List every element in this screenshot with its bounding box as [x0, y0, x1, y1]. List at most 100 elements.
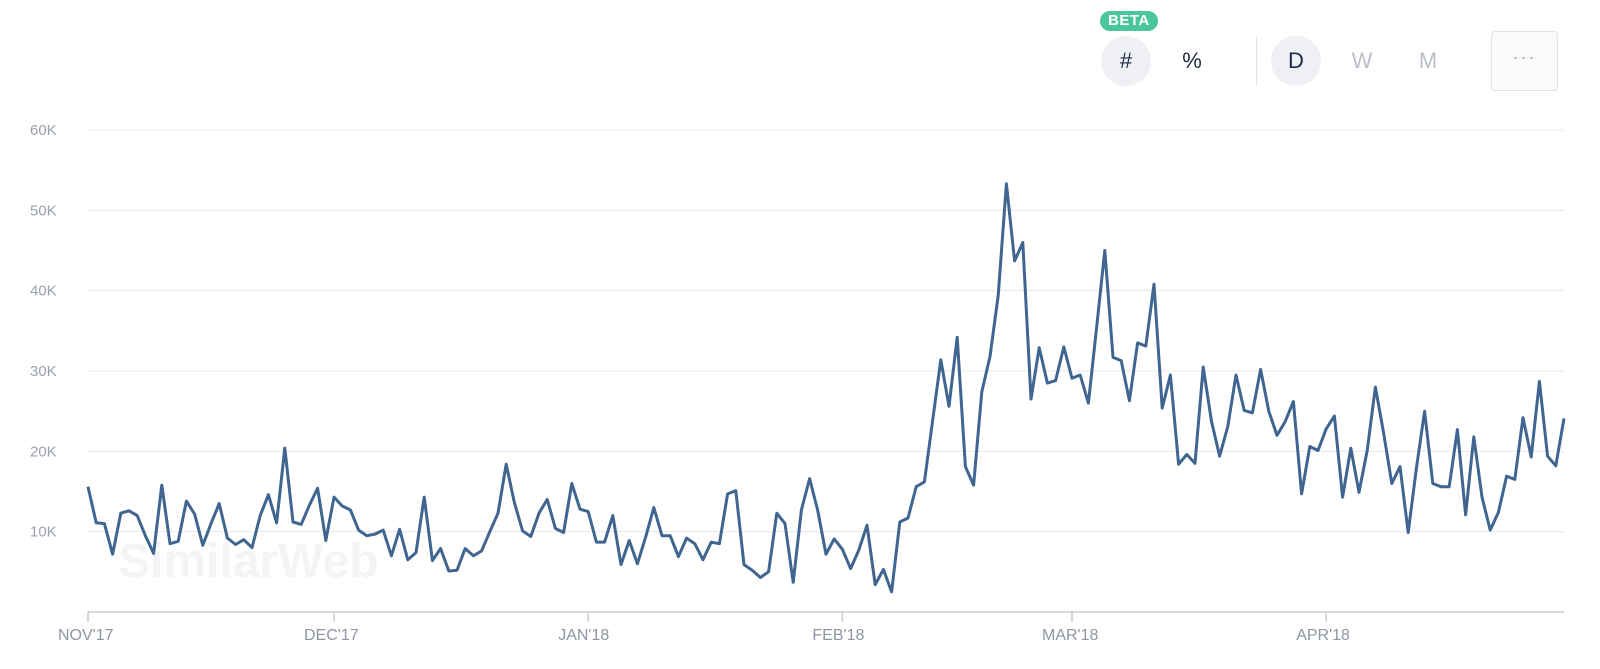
data-point: [1275, 433, 1279, 437]
data-point: [283, 446, 287, 450]
data-point: [422, 495, 426, 499]
data-point: [488, 530, 492, 534]
data-point: [701, 558, 705, 562]
data-point: [832, 537, 836, 541]
data-point: [496, 511, 500, 515]
data-point: [143, 534, 147, 538]
data-point: [931, 419, 935, 423]
data-point: [1521, 416, 1525, 420]
data-point: [529, 535, 533, 539]
data-point: [389, 554, 393, 558]
data-point: [340, 504, 344, 508]
percent-toggle[interactable]: %: [1182, 48, 1202, 73]
data-point: [1357, 490, 1361, 494]
data-point: [1144, 344, 1148, 348]
data-point: [1119, 359, 1123, 363]
data-point: [1127, 399, 1131, 403]
data-point: [652, 506, 656, 510]
beta-badge: BETA: [1100, 11, 1158, 31]
data-point: [193, 512, 197, 516]
data-point: [553, 527, 557, 531]
data-point: [111, 552, 115, 556]
data-point: [865, 523, 869, 527]
data-point: [726, 492, 730, 496]
y-axis-ticks: 10K 20K 30K 40K 50K 60K: [30, 122, 57, 541]
data-point: [1496, 510, 1500, 514]
data-point: [972, 483, 976, 487]
y-tick-label: 60K: [30, 122, 57, 139]
data-point: [406, 558, 410, 562]
y-tick-label: 10K: [30, 524, 57, 541]
grid-layer: [88, 129, 1564, 533]
more-options-button[interactable]: ···: [1491, 31, 1558, 91]
data-point: [1562, 416, 1566, 420]
data-point: [767, 570, 771, 574]
data-point: [102, 522, 106, 526]
data-point: [135, 514, 139, 518]
data-point: [1447, 485, 1451, 489]
data-point: [1029, 397, 1033, 401]
data-point: [373, 532, 377, 536]
data-point: [1152, 282, 1156, 286]
data-point: [988, 355, 992, 359]
daily-granularity-button[interactable]: D: [1271, 36, 1321, 86]
data-point: [603, 540, 607, 544]
data-point: [750, 568, 754, 572]
data-point: [1201, 365, 1205, 369]
data-point: [266, 493, 270, 497]
data-point: [849, 567, 853, 571]
data-point: [1168, 373, 1172, 377]
data-point: [1382, 431, 1386, 435]
y-tick-label: 20K: [30, 443, 57, 460]
data-point: [86, 485, 90, 489]
data-point: [119, 511, 123, 515]
data-point: [1316, 449, 1320, 453]
data-point: [365, 534, 369, 538]
data-point: [963, 465, 967, 469]
data-point: [1505, 474, 1509, 478]
data-point: [455, 568, 459, 572]
data-point: [1095, 326, 1099, 330]
data-point: [947, 404, 951, 408]
y-tick-label: 30K: [30, 363, 57, 380]
series-line: [86, 182, 1566, 594]
data-point: [275, 521, 279, 525]
weekly-granularity-button[interactable]: W: [1351, 48, 1373, 73]
data-point: [709, 540, 713, 544]
data-point: [783, 522, 787, 526]
data-point: [357, 528, 361, 532]
toolbar-divider: [1256, 36, 1257, 86]
data-point: [1078, 373, 1082, 377]
data-point: [1136, 341, 1140, 345]
data-point: [160, 483, 164, 487]
data-point: [209, 522, 213, 526]
data-point: [1086, 401, 1090, 405]
data-point: [676, 555, 680, 559]
data-point: [1103, 249, 1107, 253]
data-point: [799, 508, 803, 512]
data-point: [668, 534, 672, 538]
data-point: [586, 510, 590, 514]
data-point: [545, 498, 549, 502]
data-point: [914, 485, 918, 489]
data-point: [939, 358, 943, 362]
data-point: [1455, 428, 1459, 432]
monthly-granularity-button[interactable]: M: [1418, 48, 1438, 73]
data-point: [898, 520, 902, 524]
data-point: [758, 576, 762, 580]
data-point: [1373, 385, 1377, 389]
data-point: [1013, 259, 1017, 263]
data-point: [324, 539, 328, 543]
data-point: [857, 548, 861, 552]
data-point: [1234, 373, 1238, 377]
data-point: [840, 547, 844, 551]
y-tick-label: 40K: [30, 283, 57, 300]
absolute-count-toggle[interactable]: #: [1101, 36, 1151, 86]
data-point: [1398, 465, 1402, 469]
data-point: [176, 539, 180, 543]
data-point: [504, 462, 508, 466]
data-point: [816, 509, 820, 513]
data-point: [578, 507, 582, 511]
data-point: [1300, 492, 1304, 496]
data-point: [316, 486, 320, 490]
